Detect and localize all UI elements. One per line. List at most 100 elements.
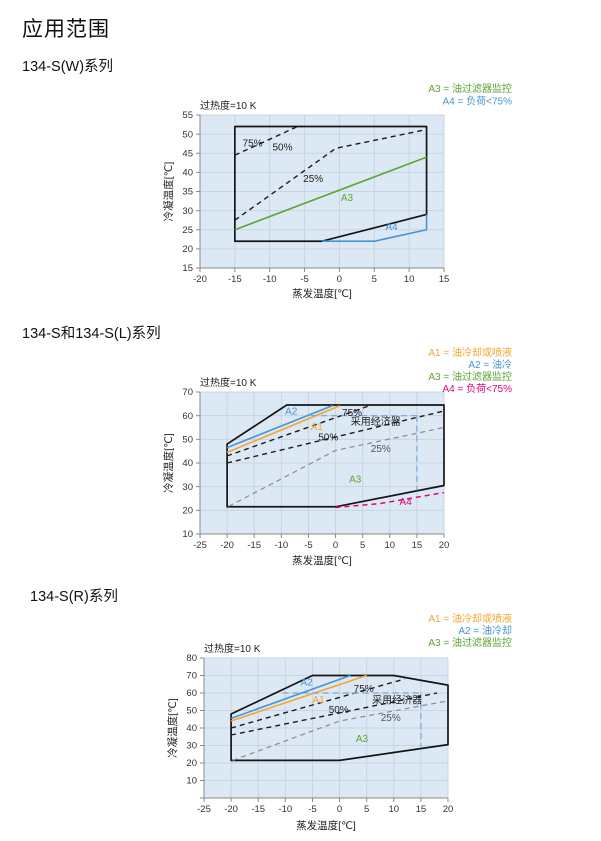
legend-entry: A4 = 负荷<75% [443,95,513,108]
plot-label: 75% [342,408,362,419]
x-tick-label: 0 [337,274,342,285]
legend-entry: A3 = 油过滤器监控 [428,370,512,383]
load-25-boundary [232,700,449,761]
x-tick-label: 5 [372,274,377,285]
a2-limit-line [230,674,351,720]
y-axis-title: 冷凝温度[℃] [162,433,175,493]
plot-label: 25% [303,174,323,185]
plot-label: A2 [285,406,298,417]
load-50-boundary [226,410,445,464]
plot-label: 75% [354,684,374,695]
x-tick-label: -5 [304,540,312,551]
x-axis-title: 蒸发温度[℃] [292,287,352,300]
x-axis-title: 蒸发温度[℃] [296,819,356,832]
operating-envelope [230,674,449,762]
plot-label: 采用经济器 [351,415,401,428]
y-tick-label: 60 [186,688,197,699]
y-tick-label: 60 [182,411,193,422]
section-title-134-sr: 134-S(R)系列 [30,589,118,605]
plot-label: 25% [371,444,391,455]
plot-label: A1 [311,422,324,433]
x-tick-label: -25 [193,540,207,551]
y-tick-label: 70 [186,671,197,682]
legend-entry: A2 = 油冷 [468,358,512,371]
load-75-boundary [230,678,405,729]
y-tick-label: 55 [182,110,193,121]
y-tick-label: 20 [182,506,193,517]
a1-limit-line [226,404,341,454]
y-tick-label: 10 [182,529,193,540]
chart-134-s-sl-application-envelope: -25 -20 -15 -10 -5 0 5 10 15 20 10 20 30 40 50 60 70 A2 A1… [162,346,513,567]
plot-label: A3 [349,474,362,485]
x-tick-label: 10 [384,540,395,551]
legend-entry: A1 = 油冷却或喷液 [428,612,512,625]
x-tick-label: -20 [193,274,207,285]
page-title: 应用范围 [22,18,110,41]
superheat-note: 过热度=10 K [204,642,261,655]
y-tick-label: 45 [182,148,193,159]
x-tick-label: 15 [412,540,423,551]
plot-label: 50% [273,143,293,154]
y-axis-title: 冷凝温度[℃] [162,162,175,222]
plot-label: A1 [312,695,325,706]
x-tick-label: 20 [443,804,454,815]
y-tick-label: 50 [182,129,193,140]
x-tick-label: 0 [333,540,338,551]
plot-label: A3 [341,193,354,204]
y-tick-label: 25 [182,225,193,236]
y-tick-label: 35 [182,187,193,198]
y-tick-label: 10 [186,776,197,787]
a3-limit-line [234,156,427,231]
y-tick-label: 15 [182,263,193,274]
x-tick-label: -5 [308,804,316,815]
legend-entry: A2 = 油冷却 [458,624,512,637]
y-tick-label: 40 [182,168,193,179]
x-tick-label: -15 [251,804,265,815]
y-tick-label: 40 [186,723,197,734]
legend-entry: A3 = 油过滤器监控 [428,636,512,649]
x-tick-label: 10 [388,804,399,815]
x-tick-label: -15 [247,540,261,551]
y-tick-label: 20 [182,244,193,255]
x-tick-label: 0 [337,804,342,815]
load-50-boundary [230,692,438,736]
load-75-boundary [226,405,369,457]
chart-134-sw-application-envelope: -20 -15 -10 -5 0 5 10 15 15 20 25 30 35 40 45 50 55 75% 50… [162,82,513,300]
x-tick-label: -10 [274,540,288,551]
y-tick-label: 80 [186,653,197,664]
y-tick-label: 30 [186,741,197,752]
x-tick-label: 15 [416,804,427,815]
legend-entry: A1 = 油冷却或喷液 [428,346,512,359]
x-tick-label: 20 [439,540,450,551]
y-tick-label: 70 [182,387,193,398]
chart-134-sr-application-envelope: -25 -20 -15 -10 -5 0 5 10 15 20 10 20 30 40 50 60 70 80 A2… [166,612,512,832]
plot-label: A3 [356,734,369,745]
plot-label: A2 [301,678,314,689]
y-tick-label: 20 [186,758,197,769]
section-title-134-s-sl: 134-S和134-S(L)系列 [22,326,161,342]
x-tick-label: -25 [197,804,211,815]
legend-entry: A3 = 油过滤器监控 [428,82,512,95]
a2-limit-line [226,404,334,449]
plot-label: 25% [381,713,401,724]
superheat-note: 过热度=10 K [200,376,257,389]
y-tick-label: 50 [182,435,193,446]
superheat-note: 过热度=10 K [200,99,257,112]
plot-label: A4 [385,222,398,233]
x-tick-label: -5 [300,274,308,285]
plot-label: 采用经济器 [372,693,422,706]
a4-limit-line [322,214,428,243]
x-tick-label: 10 [404,274,415,285]
legend-entry: A4 = 负荷<75% [443,382,513,395]
x-axis-title: 蒸发温度[℃] [292,554,352,567]
y-tick-label: 30 [182,206,193,217]
plot-label: 50% [318,433,338,444]
x-tick-label: -10 [278,804,292,815]
x-tick-label: -20 [224,804,238,815]
y-tick-label: 30 [182,482,193,493]
plot-label: 50% [329,705,349,716]
x-tick-label: 5 [364,804,369,815]
x-tick-label: -10 [263,274,277,285]
y-tick-label: 40 [182,458,193,469]
load-25-boundary [228,426,445,507]
